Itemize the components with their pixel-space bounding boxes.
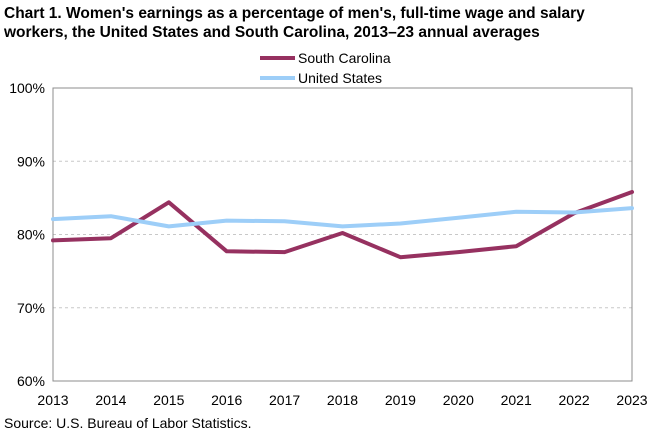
x-tick-label: 2016 [211,392,242,408]
x-tick-label: 2013 [37,392,68,408]
chart-title: Chart 1. Women's earnings as a percentag… [4,4,585,42]
x-tick-label: 2015 [153,392,184,408]
series-line-united-states [51,206,634,229]
y-axis-tick-labels: 60% 70% 80% 90% 100% [9,80,45,389]
y-tick-label: 100% [9,80,45,96]
series-line-south-carolina [51,190,634,260]
x-tick-label: 2023 [616,392,647,408]
series-lines [51,190,634,260]
x-tick-label: 2020 [443,392,474,408]
x-tick-label: 2022 [559,392,590,408]
x-tick-label: 2014 [95,392,126,408]
chart-title-line-2: workers, the United States and South Car… [4,24,540,41]
x-tick-label: 2019 [385,392,416,408]
y-tick-label: 60% [17,373,45,389]
legend: South Carolina United States [260,50,391,86]
chart-title-line-1: Chart 1. Women's earnings as a percentag… [4,5,585,22]
y-tick-label: 90% [17,153,45,169]
source-note: Source: U.S. Bureau of Labor Statistics. [4,415,252,431]
x-tick-label: 2017 [269,392,300,408]
y-tick-label: 80% [17,227,45,243]
x-axis-tick-labels: 2013 2014 2015 2016 2017 2018 2019 2020 2021 2022… [37,392,647,408]
legend-label-united-states: United States [298,70,382,86]
y-tick-label: 70% [17,300,45,316]
x-tick-label: 2018 [327,392,358,408]
x-tick-label: 2021 [501,392,532,408]
legend-label-south-carolina: South Carolina [298,50,391,66]
plot-area-border [52,87,633,382]
